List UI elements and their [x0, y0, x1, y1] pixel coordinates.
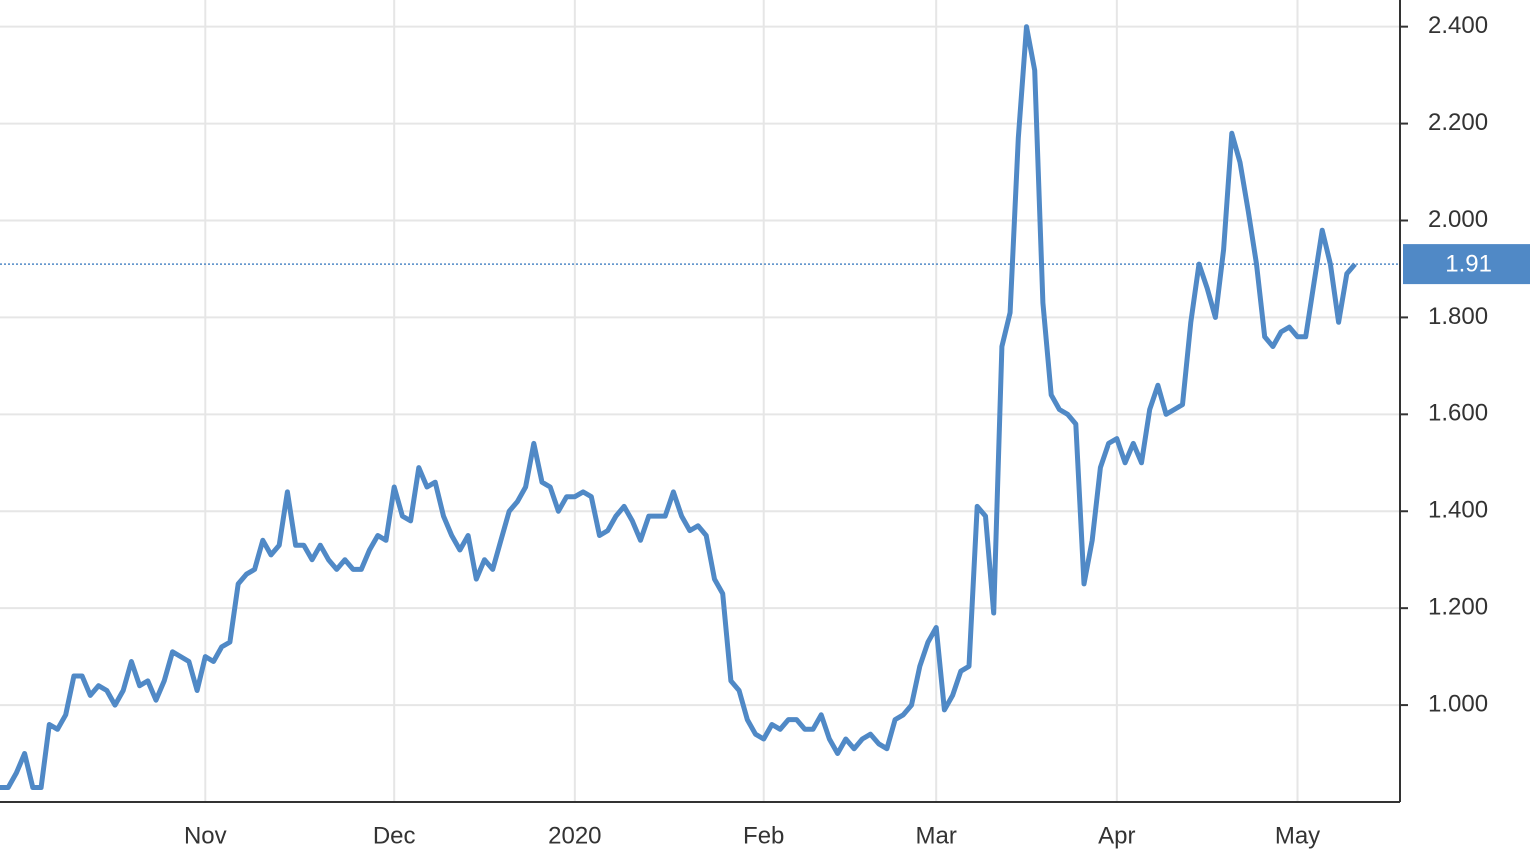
x-tick-label: Nov: [184, 822, 227, 849]
y-tick-label: 2.200: [1428, 109, 1488, 136]
x-tick-label: May: [1275, 822, 1320, 849]
x-tick-label: Apr: [1098, 822, 1135, 849]
y-tick-label: 1.200: [1428, 594, 1488, 621]
last-value-label: 1.91: [1445, 250, 1492, 277]
x-tick-label: Feb: [743, 822, 784, 849]
y-tick-label: 1.400: [1428, 497, 1488, 524]
y-tick-label: 1.600: [1428, 400, 1488, 427]
x-tick-label: 2020: [548, 822, 601, 849]
x-tick-label: Mar: [916, 822, 957, 849]
y-tick-label: 1.000: [1428, 690, 1488, 717]
y-tick-label: 1.800: [1428, 303, 1488, 330]
y-tick-label: 2.400: [1428, 12, 1488, 39]
line: [0, 24, 1357, 790]
last-value-box: [1403, 244, 1530, 285]
x-tick-label: Dec: [373, 822, 416, 849]
y-tick-label: 2.000: [1428, 206, 1488, 233]
